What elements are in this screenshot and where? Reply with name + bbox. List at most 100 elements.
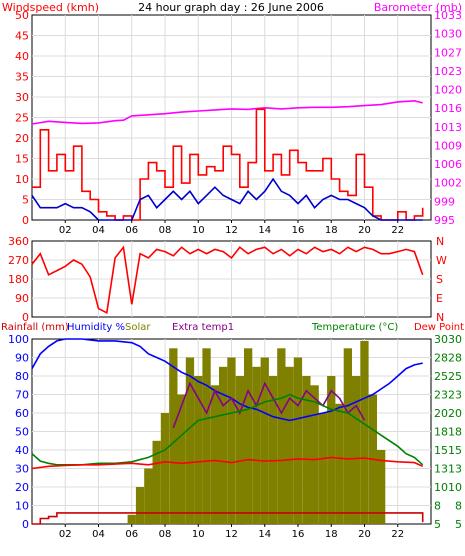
direction-degree-tick: 0 [22,311,29,324]
x-tick-label: 08 [159,225,172,236]
solar-bar [377,450,386,524]
windspeed-tick: 10 [15,173,29,186]
dewpoint-tick: 28 [448,352,462,365]
humidity-tick: 30 [15,463,29,476]
temperature-tick: 18 [434,426,448,439]
panel1-right-tick-labels: 1033 1030 1027 1023 1020 1016 1013 1009 1006 1002… [434,9,462,227]
humidity-tick: 20 [15,481,29,494]
windspeed-tick: 40 [15,50,29,63]
barometer-tick: 1006 [434,158,462,171]
x-tick-label: 12 [225,225,238,236]
direction-compass-tick: N [436,311,444,324]
temperature-tick: 23 [434,389,448,402]
x-tick-label: 08 [159,529,172,540]
direction-compass-tick: W [436,254,447,267]
solar-bar [227,357,236,524]
chart-title: 24 hour graph day : 26 June 2006 [138,1,324,14]
barometer-tick: 1023 [434,65,462,78]
windspeed-tick: 15 [15,153,29,166]
barometer-axis-title: Barometer (mb) [374,1,462,14]
solar-bar [202,348,211,525]
solar-bar [277,348,286,525]
windspeed-tick: 45 [15,30,29,43]
x-tick-label: 22 [391,529,404,540]
direction-degree-tick: 360 [8,235,29,248]
x-tick-label: 06 [125,529,138,540]
direction-compass-tick: E [436,292,443,305]
panel3-x-tick-labels: 02 04 06 08 10 12 14 16 18 20 22 [59,524,404,540]
panel3-temperature-tick-labels: 30 28 25 23 20 18 15 13 10 8 5 [434,333,448,531]
humidity-tick: 60 [15,407,29,420]
windspeed-tick: 50 [15,9,29,22]
humidity-tick: 100 [8,333,29,346]
barometer-tick: 1033 [434,9,462,22]
panel3-series [31,338,424,525]
temperature-tick: 8 [434,500,441,513]
humidity-tick: 10 [15,500,29,513]
solar-bar [268,376,278,524]
direction-degree-tick: 180 [8,273,29,286]
x-tick-label: 10 [192,529,205,540]
dewpoint-tick: 5 [455,518,462,531]
temperature-tick: 5 [434,518,441,531]
windspeed-tick: 25 [15,112,29,125]
direction-compass-tick: N [436,235,444,248]
extra-temp-legend: Extra temp1 [172,322,234,333]
temperature-axis-title: Temperature (°C) [311,322,398,333]
dewpoint-tick: 15 [448,444,462,457]
temperature-tick: 13 [434,463,448,476]
humidity-tick: 70 [15,389,29,402]
humidity-legend: Humidity % [67,322,125,333]
x-tick-label: 06 [125,225,138,236]
solar-bar [194,376,203,524]
solar-bar [185,357,195,524]
solar-bar [318,413,328,524]
solar-bar [310,385,319,525]
x-tick-label: 04 [92,529,105,540]
x-tick-label: 14 [258,529,271,540]
dewpoint-tick: 20 [448,407,462,420]
panel3-dewpoint-tick-labels: 30 28 25 23 20 18 15 13 10 8 5 [448,333,462,531]
barometer-tick: 1020 [434,84,462,97]
x-tick-label: 02 [59,529,72,540]
solar-bar [169,348,178,525]
solar-bar [285,366,294,525]
solar-bar [335,403,344,525]
barometer-tick: 1016 [434,102,462,115]
temperature-tick: 30 [434,333,448,346]
humidity-tick: 80 [15,370,29,383]
temperature-tick: 20 [434,407,448,420]
x-tick-label: 16 [292,529,305,540]
barometer-tick: 1002 [434,177,462,190]
solar-bar [260,357,269,524]
solar-bar [352,376,361,524]
rainfall-line [32,512,424,525]
solar-bar [210,385,219,525]
humidity-tick: 40 [15,444,29,457]
barometer-line [31,99,423,125]
solar-bar [327,376,336,524]
x-tick-label: 02 [59,225,72,236]
wind-direction-line [31,245,424,315]
gust-line [31,177,423,221]
panel2-series [31,245,424,315]
humidity-tick: 50 [15,426,29,439]
extra-temp-line [172,381,366,429]
panel2-grid [32,241,431,317]
dewpoint-axis-title: Dew Point [414,322,464,333]
barometer-tick: 995 [434,214,455,227]
x-tick-label: 22 [391,225,404,236]
barometer-tick: 1030 [434,28,462,41]
solar-bar [135,487,145,524]
direction-degree-tick: 90 [15,292,29,305]
humidity-line [31,338,423,422]
windspeed-tick: 20 [15,132,29,145]
solar-bar [293,357,303,524]
dewpoint-tick: 25 [448,370,462,383]
windspeed-tick: 0 [22,214,29,227]
